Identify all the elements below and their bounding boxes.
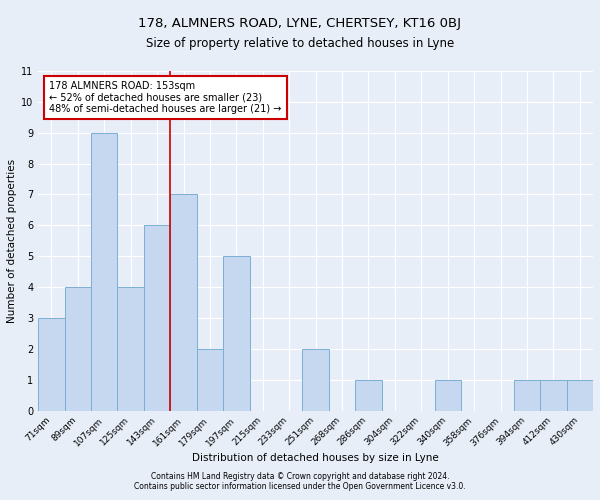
Bar xyxy=(566,380,593,410)
Bar xyxy=(38,318,65,410)
Y-axis label: Number of detached properties: Number of detached properties xyxy=(7,158,17,323)
X-axis label: Distribution of detached houses by size in Lyne: Distribution of detached houses by size … xyxy=(192,453,439,463)
Bar xyxy=(144,226,170,410)
Bar xyxy=(91,132,118,410)
Bar xyxy=(118,287,144,410)
Text: Contains public sector information licensed under the Open Government Licence v3: Contains public sector information licen… xyxy=(134,482,466,491)
Text: Contains HM Land Registry data © Crown copyright and database right 2024.: Contains HM Land Registry data © Crown c… xyxy=(151,472,449,481)
Bar xyxy=(434,380,461,410)
Bar xyxy=(223,256,250,410)
Bar xyxy=(514,380,540,410)
Text: Size of property relative to detached houses in Lyne: Size of property relative to detached ho… xyxy=(146,38,454,51)
Text: 178 ALMNERS ROAD: 153sqm
← 52% of detached houses are smaller (23)
48% of semi-d: 178 ALMNERS ROAD: 153sqm ← 52% of detach… xyxy=(49,81,281,114)
Bar xyxy=(170,194,197,410)
Bar xyxy=(355,380,382,410)
Bar xyxy=(65,287,91,410)
Bar xyxy=(302,349,329,410)
Bar xyxy=(540,380,566,410)
Text: 178, ALMNERS ROAD, LYNE, CHERTSEY, KT16 0BJ: 178, ALMNERS ROAD, LYNE, CHERTSEY, KT16 … xyxy=(139,18,461,30)
Bar xyxy=(197,349,223,410)
